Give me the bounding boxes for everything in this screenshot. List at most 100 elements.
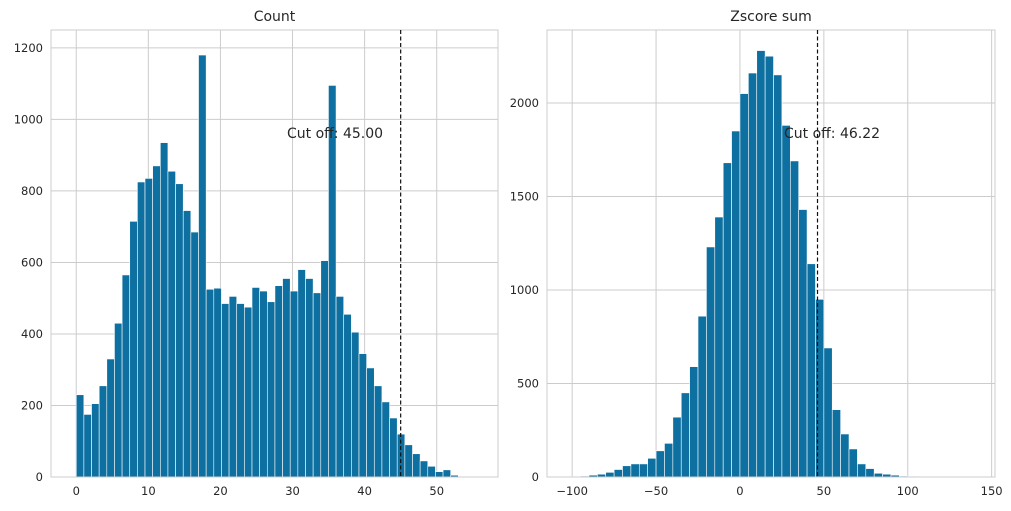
histogram-bar [764,55,774,478]
x-tick-label: 10 [141,484,156,498]
x-tick-label: 20 [213,484,228,498]
histogram-bar [213,287,222,478]
histogram-bar [274,285,283,478]
histogram-bar [289,290,299,478]
histogram-bar [175,183,184,478]
histogram-bar [251,287,260,478]
histogram-bar [435,471,444,478]
histogram-bar [75,394,85,478]
histogram-bar [236,303,245,478]
histogram-bar [714,216,724,478]
histogram-bar [312,292,322,478]
y-tick-label: 200 [21,398,43,412]
histogram-bar [419,460,429,478]
y-tick-label: 0 [36,470,43,484]
histogram-bar [840,433,850,478]
histogram-bar [106,358,115,478]
histogram-bar [373,385,383,478]
x-tick-label: −50 [644,484,668,498]
histogram-bar [412,453,421,478]
histogram-bar [697,315,707,478]
y-tick-label: 600 [21,255,43,269]
y-tick-label: 500 [517,376,539,390]
histogram-bar [638,463,648,478]
histogram-bar [389,417,398,478]
histogram-bar [865,468,875,478]
histogram-bar [442,469,452,478]
cutoff-annotation: Cut off: 45.00 [287,126,383,142]
x-tick-label: 150 [981,484,1003,498]
histogram-bar [182,210,192,478]
histogram-bar [815,299,825,478]
x-tick-label: 50 [817,484,832,498]
histogram-bar [655,450,665,478]
y-tick-label: 400 [21,327,43,341]
x-tick-label: 30 [285,484,300,498]
histogram-bar [259,290,268,478]
cutoff-annotation: Cut off: 46.22 [784,126,880,142]
histogram-bar [358,353,367,478]
chart-panel-1: Cut off: 45.00 Count 0 10 20 30 40 50 0 200 400 600… [14,9,499,498]
histogram-bar [159,142,169,478]
histogram-bar [228,296,238,478]
histogram-bar [773,74,783,478]
histogram-bar [680,392,690,478]
x-tick-label: −100 [556,484,588,498]
x-tick-label: 50 [429,484,444,498]
histogram-bar [748,72,758,478]
histogram-bar [121,274,131,478]
histogram-bar [114,322,123,478]
histogram-bar [305,278,314,478]
histogram-bar [798,209,808,478]
histogram-bar [689,366,699,478]
histogram-bar [91,403,100,478]
chart-title: Count [254,9,296,25]
histogram-bar [823,347,833,478]
histogram-bar [739,93,749,478]
histogram-bar [351,331,360,478]
x-tick-label: 0 [73,484,80,498]
chart-panel-2: Cut off: 46.22 Zscore sum −100 −50 0 50 100 150… [510,9,1003,498]
y-tick-label: 1000 [14,112,43,126]
x-tick-label: 0 [736,484,743,498]
histogram-bar [343,313,352,478]
histogram-bar [244,306,253,478]
histogram-bar [144,178,153,478]
y-tick-label: 2000 [510,96,539,110]
histogram-bar [664,443,674,478]
histogram-bar [605,472,615,478]
histogram-bar [266,301,276,478]
histogram-bar [221,303,230,478]
histogram-bar [205,288,215,478]
histogram-bar [297,269,306,478]
histogram-bar [706,246,716,478]
histogram-bar [137,181,146,478]
histogram-bar [320,260,329,478]
histogram-bar [190,231,199,478]
histogram-bar [857,463,867,478]
y-tick-label: 1500 [510,189,539,203]
plot-frame [546,29,996,478]
histogram-bar [198,54,207,478]
histogram-bar [848,448,858,478]
y-tick-label: 1200 [14,41,43,55]
y-tick-label: 1000 [510,283,539,297]
histogram-bar [152,165,161,478]
histogram-bar [622,465,632,478]
x-tick-label: 40 [357,484,372,498]
histogram-bar [167,170,176,478]
chart-title: Zscore sum [730,9,811,25]
histogram-bar [831,409,841,478]
histogram-bar [335,296,345,478]
y-tick-label: 800 [21,184,43,198]
histogram-bar [129,221,138,478]
histogram-bar [630,463,640,478]
histogram-bar [328,85,337,478]
histogram-bar [613,469,623,478]
histogram-bar [647,457,657,478]
histogram-bar [873,472,883,478]
histogram-bar [731,130,741,478]
plot-frame [50,29,499,478]
histogram-bar [789,160,799,478]
